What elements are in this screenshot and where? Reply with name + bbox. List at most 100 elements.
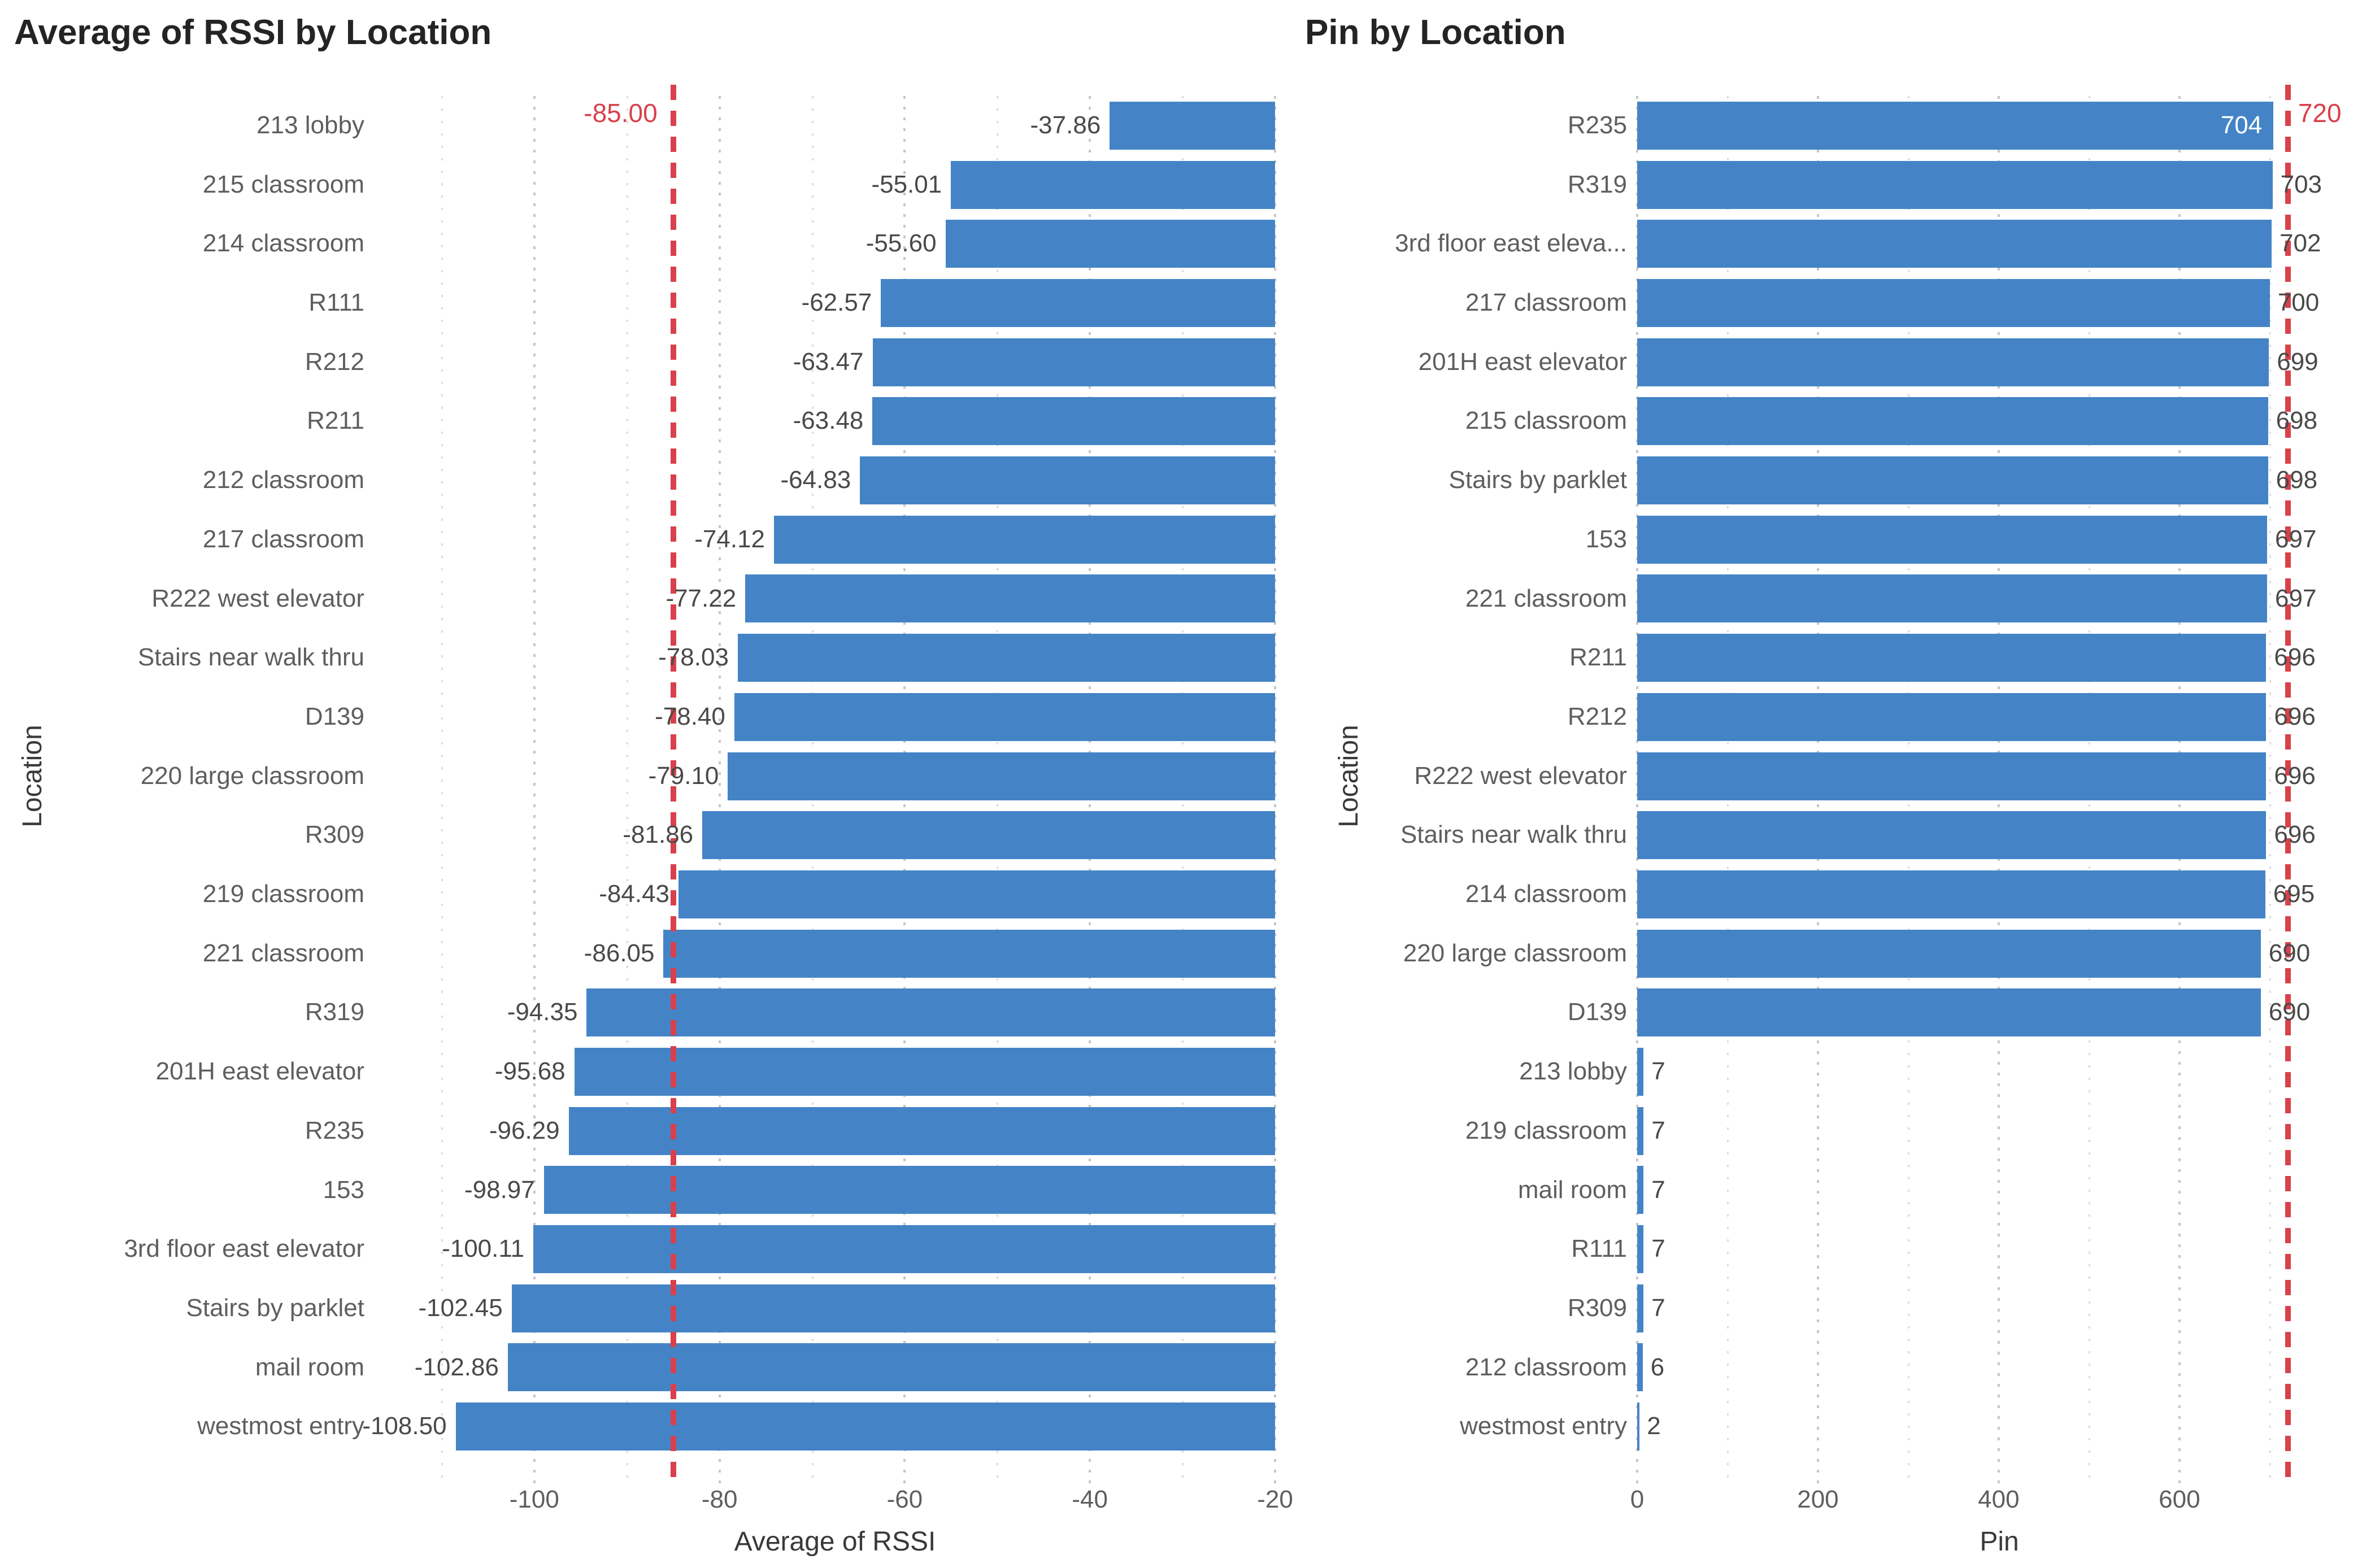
bar[interactable] bbox=[1637, 338, 2269, 386]
bar-value-label: -55.60 bbox=[865, 229, 937, 258]
bar[interactable] bbox=[1637, 988, 2261, 1037]
bar[interactable] bbox=[663, 929, 1275, 978]
x-tick-label: 600 bbox=[2159, 1486, 2200, 1513]
category-label: R111 bbox=[1571, 1235, 1627, 1263]
bar-value-label: 695 bbox=[2273, 880, 2315, 908]
bar-value-label: 697 bbox=[2275, 584, 2317, 612]
bar[interactable] bbox=[678, 870, 1275, 918]
bar[interactable] bbox=[1637, 515, 2268, 564]
x-tick-label: -20 bbox=[1257, 1486, 1293, 1513]
bar[interactable] bbox=[1637, 752, 2267, 800]
bar[interactable] bbox=[511, 1284, 1275, 1332]
category-label: 213 lobby bbox=[1519, 1057, 1627, 1086]
x-axis-title: Pin bbox=[1980, 1527, 2019, 1557]
category-label: R235 bbox=[1567, 111, 1627, 139]
plot-area: -37.86 -55.01 -55.60 -62.57 -63.47 -63.48 -64.… bbox=[362, 85, 1276, 1483]
bar-value-label: -79.10 bbox=[648, 761, 719, 790]
bar[interactable] bbox=[1637, 101, 2274, 150]
category-label: 219 classroom bbox=[1465, 1116, 1627, 1144]
bar[interactable] bbox=[951, 160, 1275, 209]
bar[interactable] bbox=[734, 692, 1275, 741]
chart-average-rssi-by-location: Average of RSSI by Location Location 213… bbox=[14, 13, 1293, 1557]
category-label: westmost entry bbox=[197, 1412, 364, 1440]
bar[interactable] bbox=[574, 1047, 1275, 1096]
category-label: 217 classroom bbox=[1465, 289, 1627, 317]
bar[interactable] bbox=[774, 515, 1275, 564]
category-label: Stairs by parklet bbox=[1448, 466, 1627, 494]
bar[interactable] bbox=[1637, 220, 2272, 268]
category-label: 212 classroom bbox=[202, 466, 364, 494]
x-axis-title: Average of RSSI bbox=[734, 1527, 936, 1557]
bar[interactable] bbox=[737, 634, 1275, 682]
bar[interactable] bbox=[1637, 929, 2261, 978]
bar-value-label: 698 bbox=[2276, 466, 2318, 494]
bar[interactable] bbox=[568, 1107, 1275, 1155]
bar[interactable] bbox=[702, 811, 1275, 860]
minor-gridline bbox=[441, 96, 443, 1480]
bar[interactable] bbox=[586, 988, 1275, 1037]
bar-value-label: 699 bbox=[2277, 347, 2318, 376]
bar-value-label: -108.50 bbox=[362, 1412, 447, 1440]
bar[interactable] bbox=[1637, 397, 2268, 446]
bar-value-label: -81.86 bbox=[623, 821, 694, 849]
bar[interactable] bbox=[1637, 160, 2273, 209]
bar[interactable] bbox=[1637, 1343, 1643, 1392]
bar[interactable] bbox=[1110, 101, 1275, 150]
category-label: 219 classroom bbox=[202, 880, 364, 908]
bar[interactable] bbox=[1637, 1047, 1644, 1096]
bar[interactable] bbox=[860, 456, 1275, 505]
category-label: 201H east elevator bbox=[155, 1057, 364, 1086]
reference-line bbox=[670, 85, 676, 1483]
bar-value-label: 697 bbox=[2275, 525, 2317, 553]
bar[interactable] bbox=[1637, 1284, 1644, 1332]
x-tick-label: -60 bbox=[886, 1486, 923, 1513]
bar-value-label: -77.22 bbox=[665, 584, 737, 612]
bar[interactable] bbox=[1637, 1403, 1639, 1451]
bar[interactable] bbox=[1637, 278, 2270, 327]
bar-value-label: 6 bbox=[1650, 1353, 1665, 1381]
bar-value-label: 7 bbox=[1651, 1116, 1665, 1144]
category-label: R319 bbox=[1567, 170, 1627, 198]
bar-value-label: 690 bbox=[2268, 998, 2311, 1026]
bar[interactable] bbox=[945, 220, 1275, 268]
bar[interactable] bbox=[745, 574, 1275, 623]
bar-value-label: 7 bbox=[1651, 1235, 1665, 1263]
bar-value-label: -102.86 bbox=[414, 1353, 499, 1381]
bar[interactable] bbox=[1637, 574, 2268, 623]
bar[interactable] bbox=[1637, 634, 2267, 682]
bar[interactable] bbox=[533, 1225, 1275, 1274]
bar[interactable] bbox=[872, 397, 1275, 446]
bar[interactable] bbox=[1637, 1166, 1644, 1214]
major-gridline bbox=[718, 96, 721, 1483]
category-label: 153 bbox=[1585, 525, 1627, 553]
bar-value-label: -98.97 bbox=[464, 1175, 535, 1204]
bar[interactable] bbox=[507, 1343, 1275, 1392]
category-label: D139 bbox=[1567, 998, 1627, 1026]
bar[interactable] bbox=[543, 1166, 1275, 1214]
bar[interactable] bbox=[881, 278, 1275, 327]
bar[interactable] bbox=[1637, 456, 2268, 505]
bar-value-label: -84.43 bbox=[599, 880, 670, 908]
bar-value-label: 696 bbox=[2274, 761, 2316, 790]
category-label: 217 classroom bbox=[202, 525, 364, 553]
bar[interactable] bbox=[1637, 811, 2267, 860]
reference-line-label: -85.00 bbox=[584, 98, 658, 128]
bar[interactable] bbox=[1637, 1225, 1644, 1274]
bar[interactable] bbox=[1637, 692, 2267, 741]
bar-value-label: -95.68 bbox=[494, 1057, 566, 1086]
bar[interactable] bbox=[1637, 870, 2265, 918]
bar-value-label: 702 bbox=[2280, 229, 2321, 258]
reference-line-label: 720 bbox=[2298, 98, 2342, 128]
bar[interactable] bbox=[728, 752, 1275, 800]
category-label: 220 large classroom bbox=[1403, 939, 1627, 967]
category-label: 214 classroom bbox=[202, 229, 364, 258]
bar-value-label: 703 bbox=[2280, 170, 2322, 198]
bar-value-label: 700 bbox=[2277, 289, 2320, 317]
bar[interactable] bbox=[1637, 1107, 1644, 1155]
chart-pin-by-location: Pin by Location Location R235 R319 3rd flo… bbox=[1299, 0, 2362, 1568]
plot-area: 704 703 702 700 699 698 698 697 697 696 696 696 696 6… bbox=[1636, 85, 2362, 1483]
category-label: mail room bbox=[255, 1353, 364, 1381]
bar[interactable] bbox=[872, 338, 1275, 386]
bar-value-label: -63.48 bbox=[793, 407, 864, 435]
bar[interactable] bbox=[455, 1403, 1275, 1451]
